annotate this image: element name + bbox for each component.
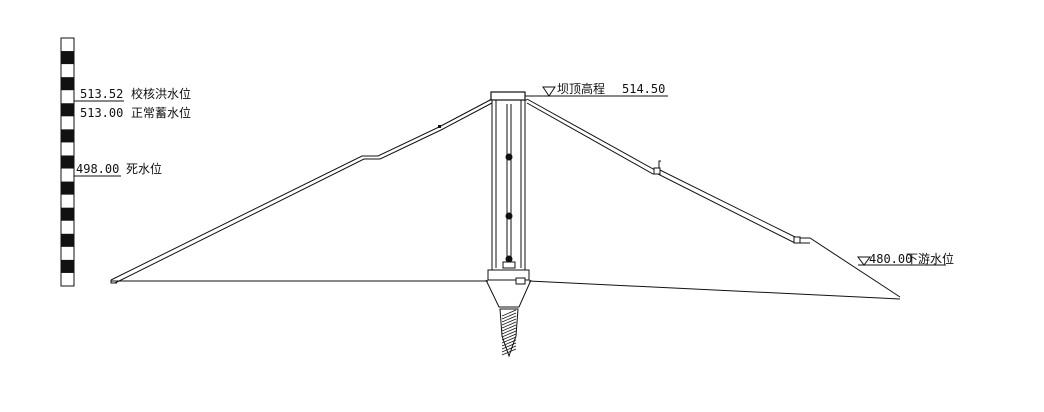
scale-segment	[61, 51, 74, 65]
cutoff-trench	[485, 279, 532, 308]
dead-level-value: 498.00	[76, 162, 119, 176]
downstream-level-triangle-icon	[857, 256, 871, 266]
upstream-slope-inner-line	[114, 102, 493, 284]
hatch-line	[501, 342, 517, 350]
hatch-line	[501, 330, 517, 338]
core-bottom-block	[502, 261, 516, 269]
foundation-lines	[111, 280, 901, 300]
hatch-line	[501, 315, 517, 323]
grout-curtain-hatching	[501, 309, 517, 356]
crest-elevation-annotation: 坝顶高程 514.50	[520, 81, 668, 97]
monitoring-point-1	[505, 153, 513, 161]
downstream-value: 480.00	[869, 252, 912, 266]
downstream-slope	[526, 98, 901, 298]
scale-segment	[61, 181, 74, 195]
normal-storage-label: 正常蓄水位	[131, 105, 191, 120]
scale-segment	[61, 233, 74, 247]
scale-segment	[61, 77, 74, 91]
check-flood-level-annotation: 513.52 校核洪水位	[74, 86, 191, 102]
scale-segment	[61, 259, 74, 273]
check-flood-label: 校核洪水位	[131, 86, 191, 101]
check-flood-value: 513.52	[80, 87, 123, 101]
elevation-scale-bar	[60, 37, 75, 287]
monitoring-point-3	[505, 255, 513, 263]
hatch-line	[501, 309, 517, 317]
crest-level-triangle-icon	[542, 86, 556, 97]
dam-crest	[489, 91, 527, 101]
downstream-label: 下游水位	[906, 251, 954, 266]
normal-storage-level-annotation: 513.00 正常蓄水位	[80, 105, 191, 120]
downstream-berm-post	[658, 160, 661, 168]
scale-segment	[61, 155, 74, 169]
hatch-line	[501, 348, 517, 356]
upstream-berm-marker	[438, 125, 441, 128]
normal-storage-value: 513.00	[80, 106, 123, 120]
upstream-slope-outer-line	[110, 98, 493, 281]
crest-parapet	[490, 91, 526, 101]
hatch-line	[501, 312, 517, 320]
downstream-level-annotation: 480.00 下游水位	[857, 251, 954, 266]
downstream-berm-marker-1	[653, 167, 661, 175]
downstream-slope-outer-line	[526, 98, 901, 298]
hatch-line	[501, 327, 517, 335]
hatch-line	[501, 318, 517, 326]
upstream-slope	[110, 98, 493, 284]
hatch-line	[501, 321, 517, 329]
core-base-gallery	[515, 277, 526, 285]
core-base-slab	[487, 269, 530, 281]
hatch-line	[501, 336, 517, 344]
crest-value: 514.50	[622, 82, 665, 96]
hatch-line	[501, 324, 517, 332]
downstream-berm-marker-2	[793, 236, 801, 244]
scale-segment	[61, 129, 74, 143]
dead-level-label: 死水位	[126, 161, 162, 176]
downstream-base-line	[528, 280, 901, 300]
hatch-line	[501, 339, 517, 347]
downstream-slope-inner-line	[526, 102, 810, 244]
core-wall	[487, 100, 530, 285]
crest-label: 坝顶高程	[557, 81, 605, 96]
scale-segment	[61, 103, 74, 117]
cutoff-foundation	[485, 279, 532, 358]
hatch-line	[501, 345, 517, 353]
monitoring-point-2	[505, 212, 513, 220]
scale-segment	[61, 207, 74, 221]
hatch-line	[501, 333, 517, 341]
dead-level-annotation: 498.00 死水位	[74, 161, 162, 177]
